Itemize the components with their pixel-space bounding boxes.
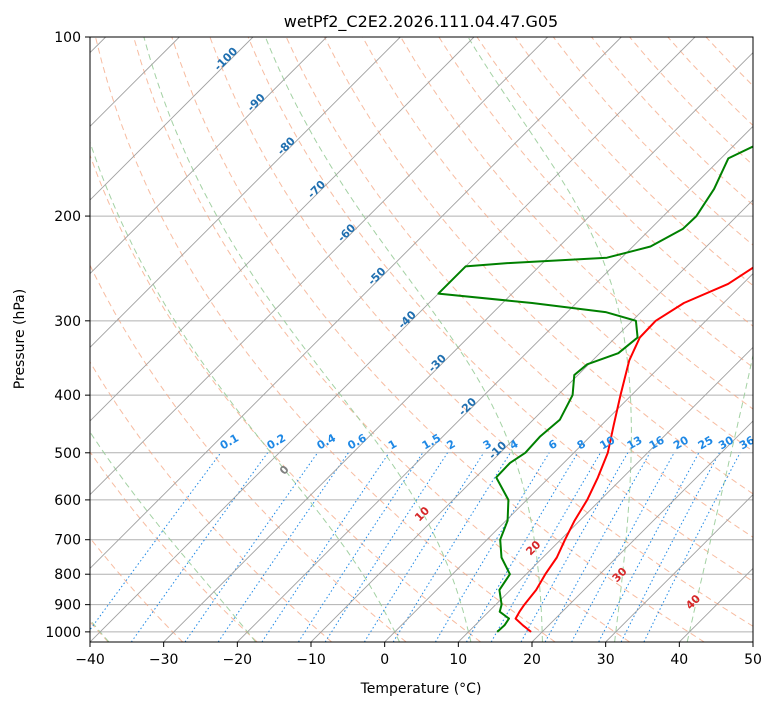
dry-adiabat-line <box>133 37 630 642</box>
y-tick-label: 1000 <box>45 625 81 641</box>
y-tick-label: 800 <box>54 567 81 583</box>
x-tick-label: −30 <box>149 652 179 668</box>
x-axis-label: Temperature (°C) <box>360 681 482 697</box>
dry-adiabat-line <box>90 153 482 642</box>
x-tick-label: 0 <box>380 652 389 668</box>
y-tick-label: 200 <box>54 209 81 225</box>
x-tick-label: 20 <box>523 652 541 668</box>
x-tick-label: 40 <box>670 652 688 668</box>
isotherm-line <box>237 125 753 642</box>
dry-adiabat-line <box>323 37 753 495</box>
mixing-ratio-line <box>261 452 390 642</box>
isotherm-line <box>90 37 696 642</box>
isotherm-line <box>90 37 401 348</box>
axes: −40 −30 −20 −10 0 10 20 30 40 50 1000 900 800 700 600 5… <box>45 30 762 668</box>
mixing-ratio-label: 36 <box>737 433 757 452</box>
dry-adiabat-line <box>95 37 556 642</box>
dry-adiabat-line <box>476 37 753 327</box>
y-axis-label: Pressure (hPa) <box>12 289 28 389</box>
y-tick-label: 600 <box>54 493 81 509</box>
isotherm-line <box>531 420 753 642</box>
dry-adiabat-line <box>400 37 753 410</box>
y-tick-label: 400 <box>54 388 81 404</box>
mixing-ratio-line <box>490 452 601 642</box>
isotherm-line <box>605 494 753 642</box>
x-tick-label: −20 <box>223 652 253 668</box>
mixing-ratio-line <box>620 452 720 642</box>
dry-adiabat-line <box>362 37 753 452</box>
y-tick-label: 300 <box>54 314 81 330</box>
moist-adiabat-line <box>90 431 257 642</box>
isotherm-line <box>90 37 622 569</box>
plot-frame <box>89 36 754 643</box>
temperature-profile-line <box>514 266 753 633</box>
dry-adiabat-line <box>285 37 753 538</box>
mixing-ratio-line <box>217 452 349 642</box>
x-tick-label: 30 <box>597 652 615 668</box>
dry-adiabat-line <box>247 37 753 582</box>
dry-adiabat-line <box>209 37 753 627</box>
dry-adiabat-line <box>90 360 333 642</box>
y-tick-label: 900 <box>54 598 81 614</box>
mixing-ratio-line <box>184 452 319 642</box>
moist-adiabat-line <box>264 37 543 642</box>
y-tick-label: 700 <box>54 533 81 549</box>
isotherms <box>90 37 753 642</box>
dewpoint-profile-line <box>437 145 753 633</box>
dry-adiabat-line <box>90 451 258 642</box>
mixing-ratio-line <box>297 452 424 642</box>
x-tick-label: 10 <box>449 652 467 668</box>
isotherm-line <box>90 37 475 422</box>
y-tick-label: 500 <box>54 446 81 462</box>
plot-area <box>90 37 753 642</box>
dry-adiabats <box>90 37 753 642</box>
isotherm-line <box>90 37 548 496</box>
profile-series <box>437 145 753 633</box>
isotherm-line <box>163 52 753 642</box>
mixing-ratio-line <box>90 452 222 631</box>
mixing-ratio-line <box>324 452 448 642</box>
chart-title: wetPf2_C2E2.2026.111.04.47.G05 <box>284 12 558 32</box>
mixing-ratio-line <box>598 452 700 642</box>
x-tick-label: −40 <box>75 652 105 668</box>
dry-adiabat-line <box>171 37 705 642</box>
y-tick-label: 100 <box>54 30 81 46</box>
isotherm-line <box>458 346 753 642</box>
x-tick-label: −10 <box>296 652 326 668</box>
moist-adiabat-line <box>686 353 753 642</box>
isotherm-line <box>384 273 753 642</box>
dry-adiabat-line <box>90 264 407 642</box>
x-tick-label: 50 <box>744 652 762 668</box>
isotherm-line <box>310 199 753 642</box>
mixing-ratio-line <box>363 452 485 642</box>
isotherm-line <box>90 37 254 201</box>
mixing-ratio-line <box>520 452 629 642</box>
mixing-ratio-line <box>544 452 651 642</box>
moist-adiabat-line <box>467 37 632 642</box>
isotherm-line <box>90 37 327 275</box>
moist-adiabat-line <box>143 37 472 642</box>
dry-adiabat-line <box>438 37 753 368</box>
moist-adiabats <box>90 37 753 642</box>
